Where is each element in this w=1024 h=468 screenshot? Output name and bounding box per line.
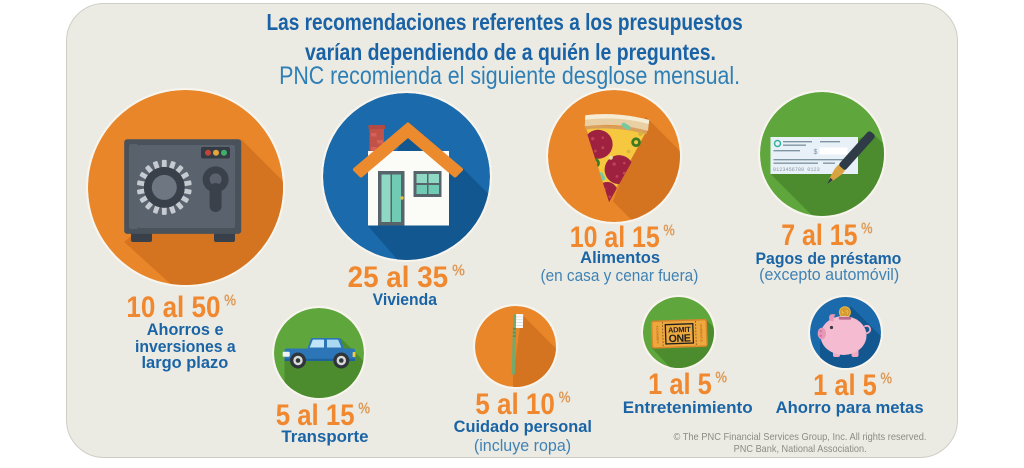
svg-text:$: $ (843, 308, 848, 317)
svg-text:$: $ (814, 149, 818, 156)
svg-text:ONE: ONE (668, 332, 690, 345)
svg-text:0123456789 0123: 0123456789 0123 (773, 167, 820, 173)
svg-text:CINEMATIX: CINEMATIX (699, 324, 704, 342)
svg-text:CINEMATIX: CINEMATIX (655, 325, 660, 343)
svg-text:ADMIT: ADMIT (668, 325, 691, 335)
